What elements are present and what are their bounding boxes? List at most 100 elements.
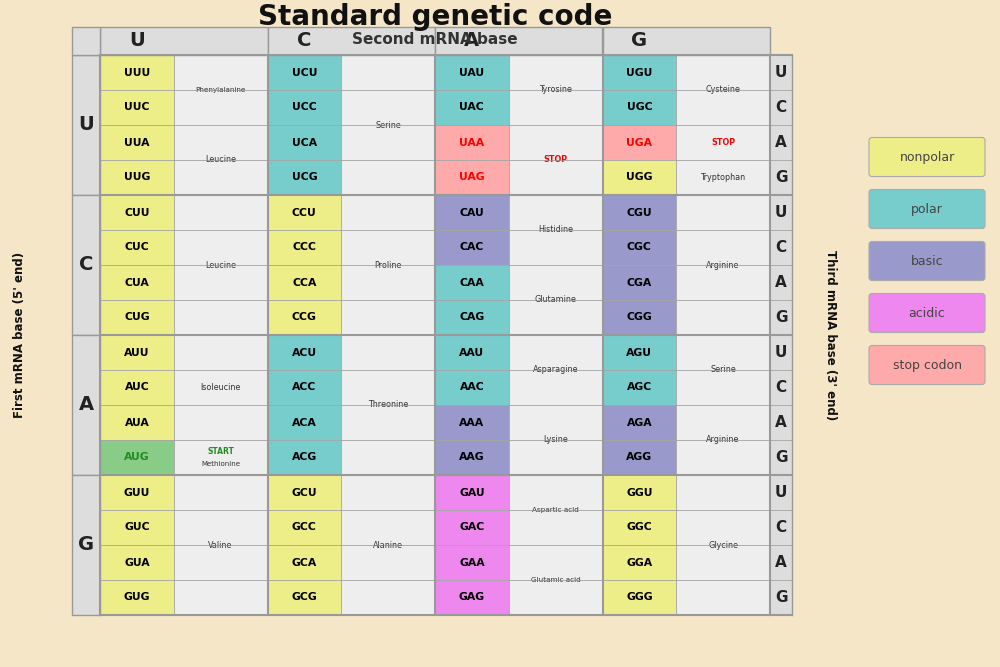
Bar [602,405,676,440]
Bar [341,475,435,510]
Text: acidic: acidic [909,307,945,319]
Bar [509,370,602,405]
Bar [268,335,341,370]
Bar [100,405,174,440]
Bar [100,335,174,370]
Bar [676,55,770,90]
Text: GCA: GCA [292,558,317,568]
Text: Third mRNA base (3' end): Third mRNA base (3' end) [824,250,837,420]
Text: AUA: AUA [124,418,149,428]
Text: ACG: ACG [292,452,317,462]
Text: Methionine: Methionine [201,461,240,467]
Bar [602,475,676,510]
Text: Tryptophan: Tryptophan [701,173,746,182]
Bar [100,27,268,55]
FancyBboxPatch shape [869,293,985,333]
Text: Proline: Proline [374,261,402,269]
Bar [174,90,268,125]
Text: ACA: ACA [292,418,317,428]
Text: A: A [775,135,787,150]
Bar [174,265,268,300]
Bar [770,55,792,90]
Text: C: C [775,240,787,255]
Bar [602,580,676,615]
Text: U: U [129,31,145,51]
Bar [509,90,602,125]
Bar [770,230,792,265]
Text: U: U [775,205,787,220]
Text: U: U [775,485,787,500]
Bar [602,27,770,55]
Text: UCU: UCU [292,67,317,77]
Bar [770,440,792,475]
Text: Second mRNA base: Second mRNA base [352,33,518,47]
Bar [268,580,341,615]
Bar [72,195,100,335]
Text: GAU: GAU [459,488,485,498]
Bar [72,55,100,195]
Bar [100,475,174,510]
Text: ACC: ACC [292,382,317,392]
Bar [676,160,770,195]
Bar [100,195,174,230]
Bar [100,55,174,90]
Text: UGC: UGC [627,103,652,113]
Text: Standard genetic code: Standard genetic code [258,3,612,31]
Bar [100,440,174,475]
Bar [341,125,435,160]
Bar [676,90,770,125]
Bar [174,300,268,335]
Bar [341,265,435,300]
Bar [100,55,770,615]
Bar [676,440,770,475]
Text: CCC: CCC [292,243,316,253]
Bar [174,195,268,230]
Bar [174,440,268,475]
Bar [268,230,341,265]
Text: C: C [775,380,787,395]
Text: UCG: UCG [292,173,317,183]
Text: Phenylalanine: Phenylalanine [195,87,246,93]
Text: G: G [631,31,647,51]
Text: AAA: AAA [459,418,484,428]
Text: AUU: AUU [124,348,150,358]
Bar [268,370,341,405]
Bar [435,335,509,370]
Text: CAA: CAA [459,277,484,287]
Text: CAG: CAG [459,313,484,323]
Bar [341,230,435,265]
Text: A: A [775,555,787,570]
Bar [435,370,509,405]
Bar [174,55,268,90]
Bar [435,580,509,615]
Bar [770,90,792,125]
Bar [100,510,174,545]
Bar [676,475,770,510]
FancyBboxPatch shape [869,137,985,177]
Text: A: A [775,275,787,290]
Text: UUA: UUA [124,137,150,147]
Text: CGC: CGC [627,243,652,253]
Text: Cysteine: Cysteine [706,85,741,95]
Text: GGU: GGU [626,488,653,498]
Bar [770,125,792,160]
Text: A: A [775,415,787,430]
Bar [509,160,602,195]
Text: C: C [775,520,787,535]
Text: AGC: AGC [627,382,652,392]
FancyBboxPatch shape [869,346,985,384]
Text: Serine: Serine [710,366,736,374]
Bar [602,440,676,475]
Bar [676,125,770,160]
Text: Tyrosine: Tyrosine [539,85,572,95]
Text: C: C [79,255,93,275]
Text: polar: polar [911,203,943,215]
Text: CUU: CUU [124,207,150,217]
Text: Glycine: Glycine [708,540,738,550]
Bar [602,545,676,580]
Bar [509,125,602,160]
Bar [602,55,676,90]
Bar [676,230,770,265]
Bar [676,370,770,405]
Text: UUU: UUU [124,67,150,77]
